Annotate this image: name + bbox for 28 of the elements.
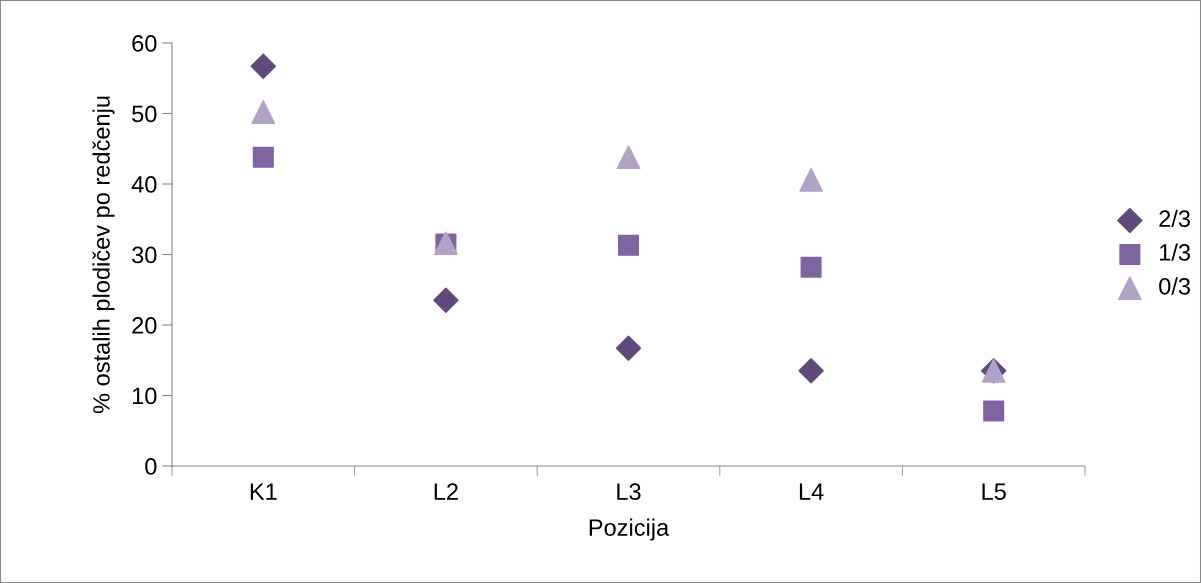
point	[798, 358, 824, 384]
x-axis-title: Pozicija	[589, 518, 670, 541]
point	[616, 145, 641, 170]
point	[251, 100, 276, 124]
x-tick-label: L5	[982, 483, 1006, 501]
point	[252, 146, 274, 168]
legend-label: 0/3	[1159, 277, 1190, 295]
x-tick-label: K1	[250, 483, 277, 500]
point	[799, 167, 823, 192]
point	[615, 335, 642, 361]
legend-label: 2/3	[1159, 209, 1190, 228]
point	[250, 53, 277, 79]
point	[433, 287, 459, 314]
y-axis-title: % ostalih plodičev po redčenju	[92, 96, 115, 414]
y-tick-label: 10	[132, 387, 157, 405]
y-tick-label: 60	[132, 35, 157, 52]
x-tick-label: L4	[799, 483, 824, 500]
point	[800, 256, 822, 278]
y-tick-label: 40	[131, 176, 157, 193]
legend-label: 1/3	[1159, 243, 1190, 261]
y-tick-label: 30	[132, 246, 157, 264]
point	[983, 400, 1005, 422]
y-tick-label: 0	[145, 458, 157, 475]
y-tick-label: 20	[132, 317, 157, 334]
x-tick-label: L3	[617, 483, 641, 501]
x-tick-label: L2	[434, 483, 458, 500]
y-tick-label: 50	[132, 105, 157, 123]
point	[617, 234, 640, 256]
